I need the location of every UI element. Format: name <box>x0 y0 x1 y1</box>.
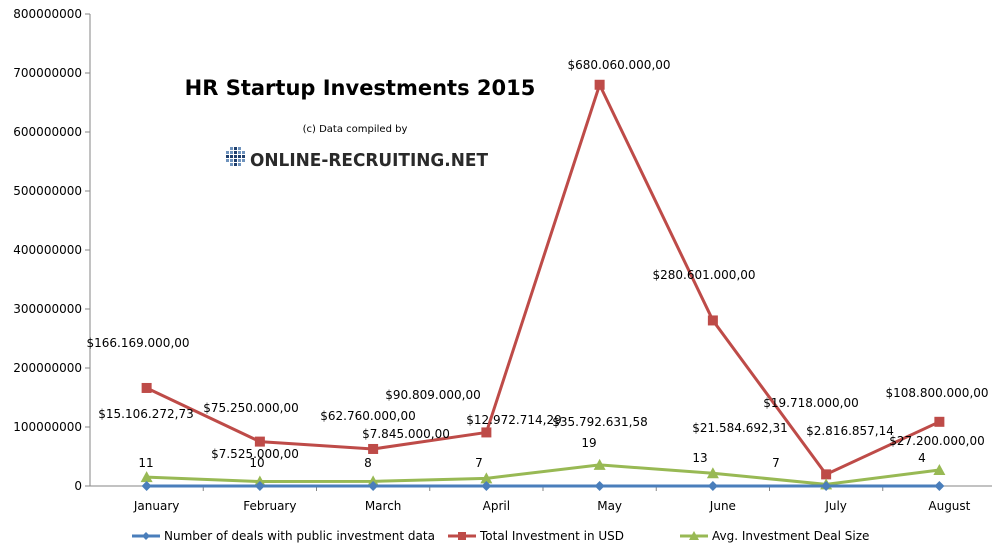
data-label: 11 <box>138 456 153 470</box>
data-point <box>593 458 606 470</box>
data-point <box>821 481 832 491</box>
data-label: $21.584.692,31 <box>692 421 787 435</box>
data-point <box>594 481 605 491</box>
x-tick-label: April <box>483 499 510 513</box>
online-recruiting-logo: ONLINE-RECRUITING.NET <box>226 147 489 171</box>
legend-marker <box>142 532 150 540</box>
data-label: 7 <box>475 456 483 470</box>
data-label: $90.809.000,00 <box>385 388 480 402</box>
data-label: 4 <box>918 451 926 465</box>
x-tick-label: August <box>928 499 970 513</box>
chart-title: HR Startup Investments 2015 <box>185 76 536 100</box>
data-label: $108.800.000,00 <box>885 386 988 400</box>
y-tick-label: 200000000 <box>13 361 82 375</box>
data-label: 8 <box>364 456 372 470</box>
data-label: $680.060.000,00 <box>567 58 670 72</box>
data-point <box>368 481 379 491</box>
data-point <box>368 443 379 454</box>
legend-marker <box>458 532 466 540</box>
series-line <box>145 80 941 477</box>
data-label: $280.601.000,00 <box>652 268 755 282</box>
data-label: $166.169.000,00 <box>86 336 189 350</box>
data-label: $62.760.000,00 <box>320 409 415 423</box>
legend-label: Number of deals with public investment d… <box>164 529 435 543</box>
data-point <box>254 481 265 491</box>
x-tick-label: July <box>824 499 847 513</box>
data-label: $7.845.000,00 <box>362 427 450 441</box>
y-tick-label: 100000000 <box>13 420 82 434</box>
data-label: 7 <box>772 456 780 470</box>
data-label: 10 <box>249 456 264 470</box>
data-point <box>140 471 153 483</box>
data-point <box>707 315 718 326</box>
y-tick-label: 700000000 <box>13 66 82 80</box>
x-tick-label: February <box>243 499 296 513</box>
legend-label: Avg. Investment Deal Size <box>712 529 869 543</box>
data-point <box>481 427 492 438</box>
y-tick-label: 300000000 <box>13 302 82 316</box>
y-tick-label: 400000000 <box>13 243 82 257</box>
data-point <box>141 382 152 393</box>
x-tick-label: January <box>133 499 180 513</box>
data-point <box>706 467 719 479</box>
data-point <box>481 481 492 491</box>
data-label: $15.106.272,73 <box>98 407 193 421</box>
y-tick-label: 500000000 <box>13 184 82 198</box>
data-label: $2.816.857,14 <box>806 424 894 438</box>
data-label: 19 <box>581 436 596 450</box>
data-label: $35.792.631,58 <box>552 415 647 429</box>
data-label: $75.250.000,00 <box>203 401 298 415</box>
legend-label: Total Investment in USD <box>479 529 624 543</box>
data-label: $27.200.000,00 <box>889 434 984 448</box>
chart-subtitle: (c) Data compiled by <box>303 124 408 135</box>
data-point <box>594 79 605 90</box>
data-label: $19.718.000,00 <box>763 396 858 410</box>
legend-marker <box>689 531 699 540</box>
data-point <box>707 481 718 491</box>
series-line <box>146 463 940 486</box>
data-point <box>933 463 946 475</box>
x-tick-label: May <box>597 499 622 513</box>
data-label: 13 <box>692 451 707 465</box>
x-tick-label: June <box>709 499 736 513</box>
y-tick-label: 0 <box>74 479 82 493</box>
data-label: $12.972.714,29 <box>466 413 561 427</box>
data-point <box>821 469 832 480</box>
data-point <box>934 481 945 491</box>
x-tick-label: March <box>365 499 402 513</box>
y-tick-label: 800000000 <box>13 7 82 21</box>
data-point <box>141 481 152 491</box>
y-tick-label: 600000000 <box>13 125 82 139</box>
data-point <box>934 416 945 427</box>
data-point <box>367 475 380 487</box>
data-label: $7.525.000,00 <box>211 447 299 461</box>
data-point <box>480 472 493 484</box>
logo-text: ONLINE-RECRUITING.NET <box>250 150 489 171</box>
data-point <box>254 436 265 447</box>
